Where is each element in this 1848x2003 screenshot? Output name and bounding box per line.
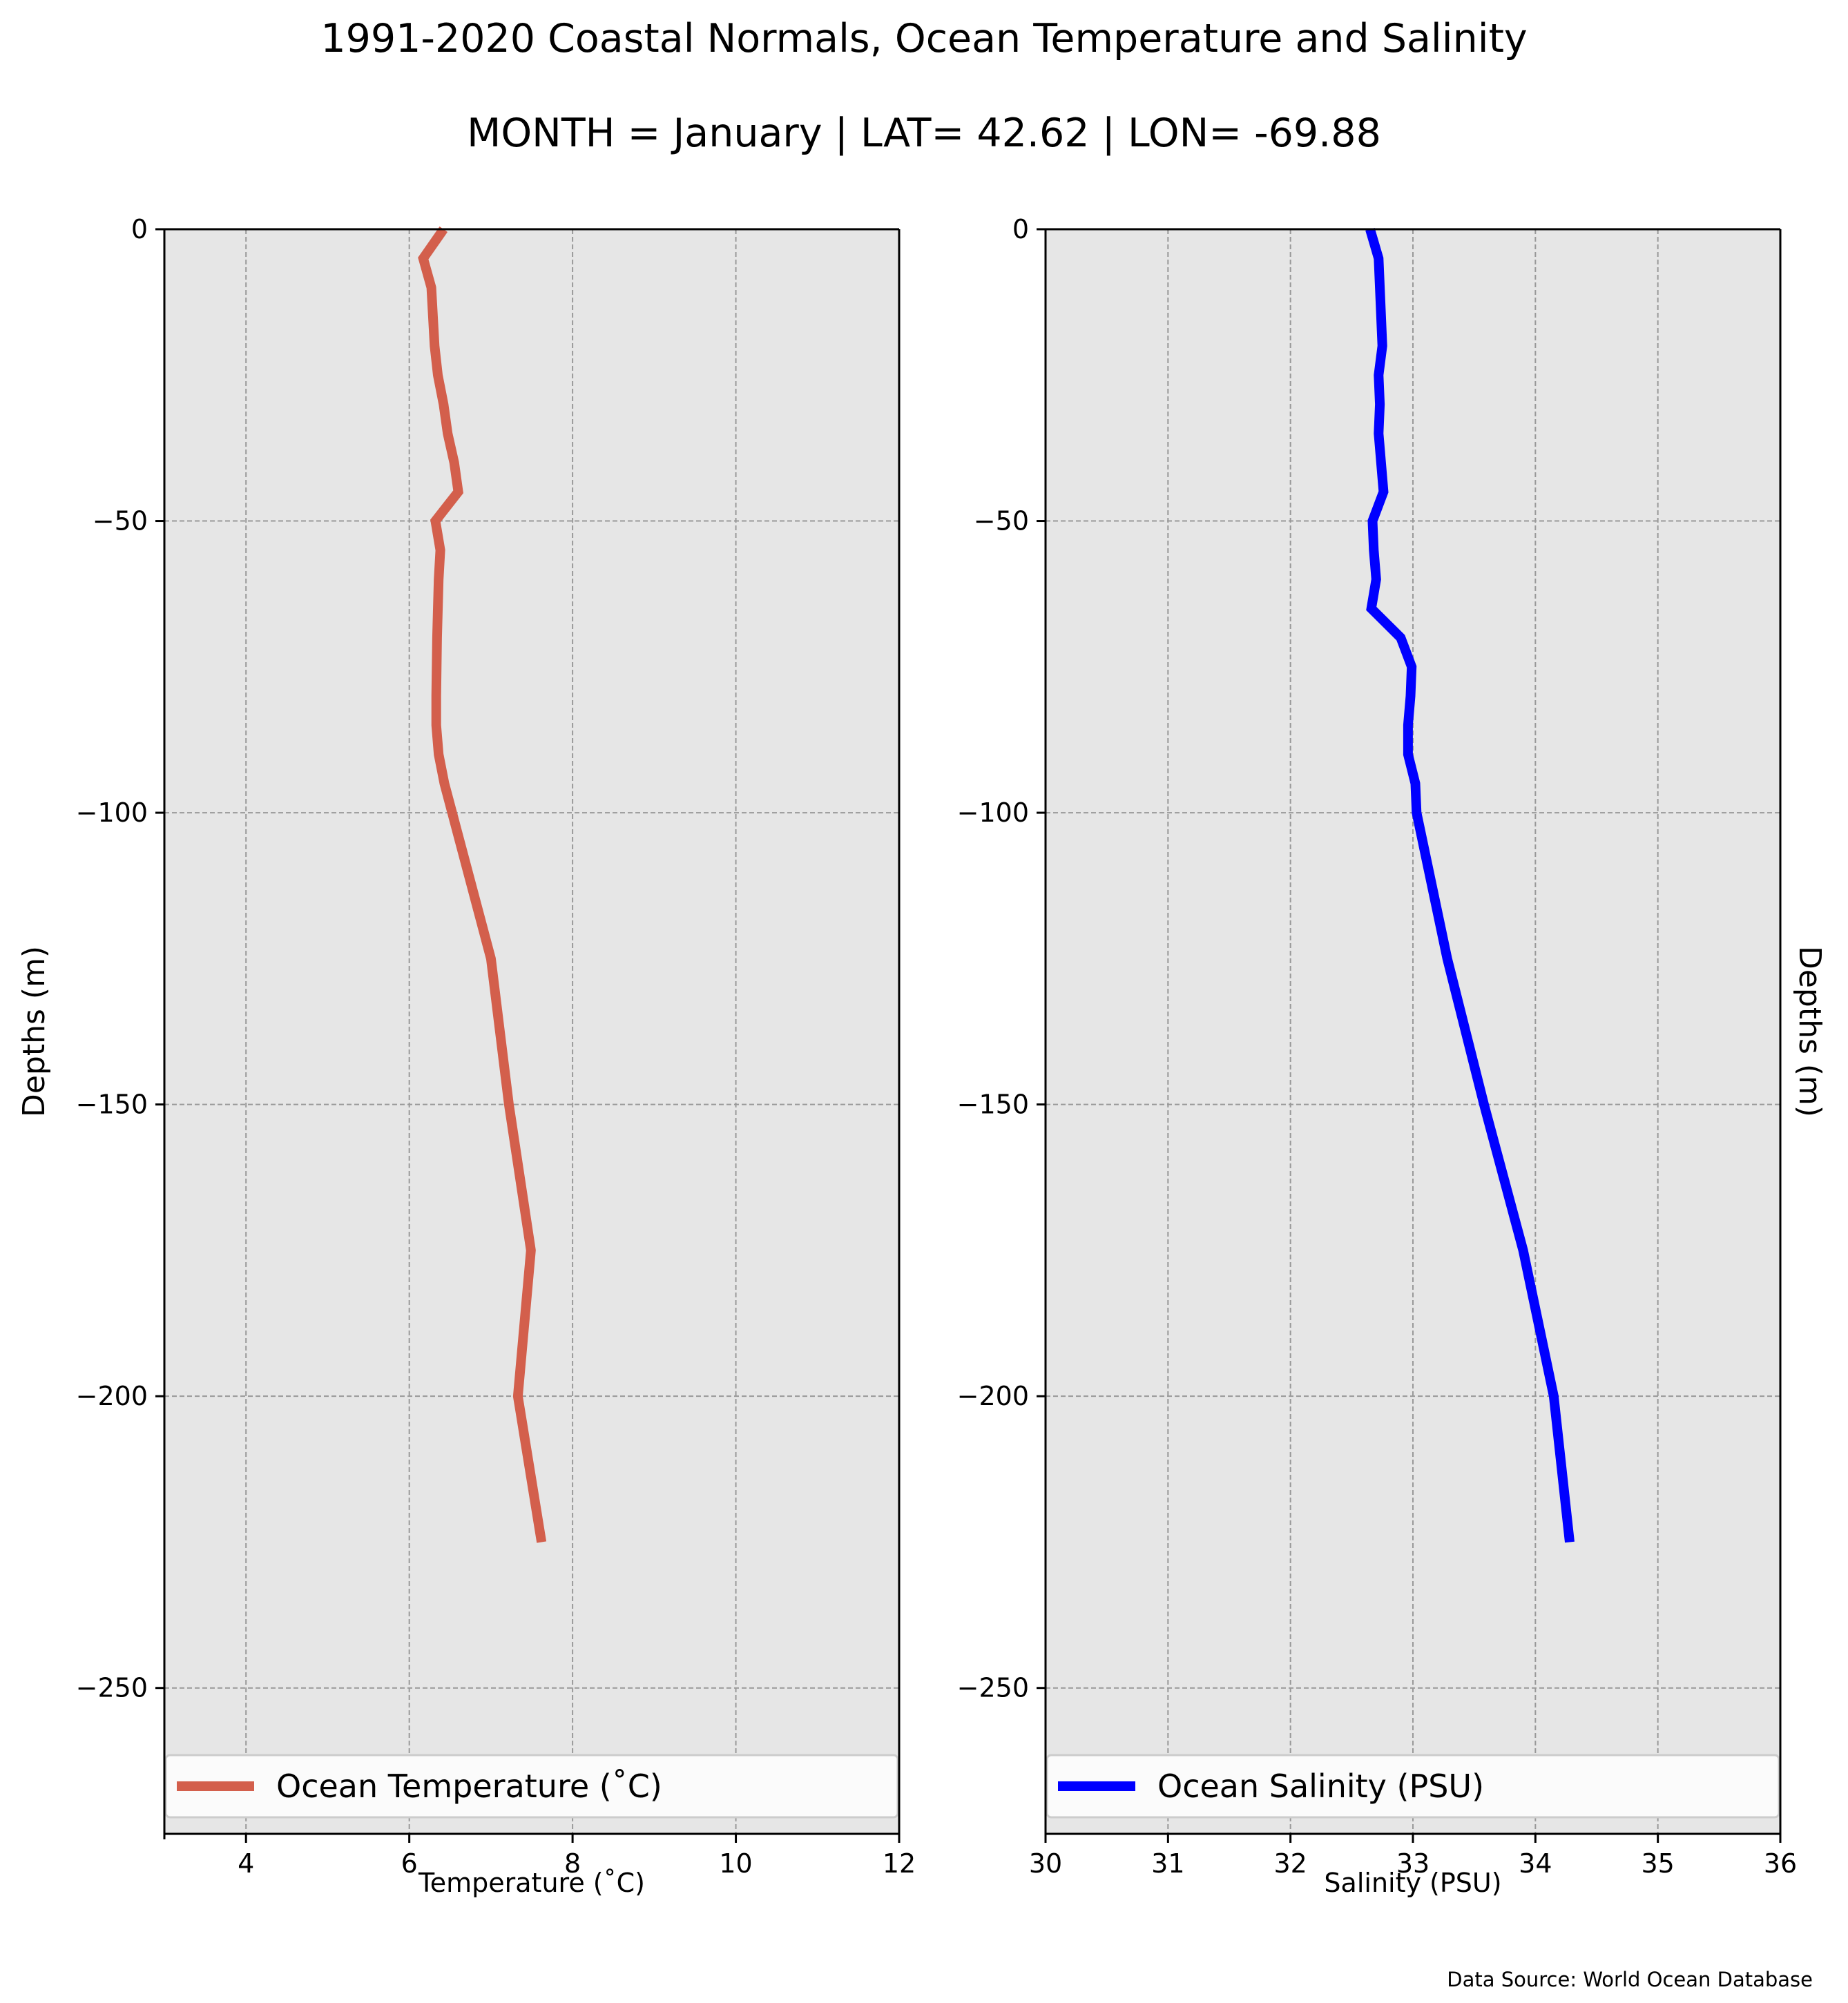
salinity-y-axis-label: Depths (m): [1792, 946, 1827, 1117]
temperature-y-tick-label: −200: [76, 1381, 148, 1411]
temperature-plot-area: [164, 229, 899, 1834]
data-source-note: Data Source: World Ocean Database: [1447, 1968, 1813, 1991]
temperature-y-tick-label: −150: [76, 1090, 148, 1120]
temperature-y-axis-label: Depths (m): [17, 946, 52, 1117]
salinity-legend-label: Ocean Salinity (PSU): [1157, 1768, 1484, 1805]
salinity-legend-box: [1046, 1754, 1780, 1819]
salinity-y-tick-label: 0: [1012, 214, 1029, 244]
salinity-x-tick-label: 32: [1273, 1848, 1307, 1879]
salinity-y-tick-label: −50: [974, 506, 1029, 536]
temperature-x-tick-label: 10: [719, 1848, 752, 1879]
salinity-x-tick-label: 33: [1396, 1848, 1430, 1879]
salinity-x-tick-label: 36: [1764, 1848, 1797, 1879]
salinity-x-tick-label: 35: [1641, 1848, 1674, 1879]
salinity-y-tick-label: −150: [957, 1090, 1029, 1120]
salinity-y-tick-label: −250: [957, 1673, 1029, 1703]
temperature-x-tick-label: 12: [883, 1848, 916, 1879]
salinity-x-tick-label: 34: [1519, 1848, 1552, 1879]
salinity-x-axis-label: Salinity (PSU): [1324, 1868, 1501, 1898]
temperature-profile-line: [418, 226, 547, 1543]
salinity-profile-line: [1365, 228, 1575, 1543]
temperature-y-tick-label: 0: [131, 214, 148, 244]
salinity-y-tick-label: −200: [957, 1381, 1029, 1411]
temperature-y-tick-label: −250: [76, 1673, 148, 1703]
temperature-x-tick-label: 8: [564, 1848, 581, 1879]
temperature-legend: Ocean Temperature (˚C): [164, 1754, 899, 1819]
temperature-panel: Ocean Temperature (˚C) 4 6 8 10 12 0 −50 −100 −15…: [17, 214, 916, 1898]
salinity-y-tick-label: −100: [957, 797, 1029, 828]
salinity-legend: Ocean Salinity (PSU): [1046, 1754, 1780, 1819]
temperature-legend-label: Ocean Temperature (˚C): [276, 1768, 662, 1805]
salinity-x-tick-label: 30: [1029, 1848, 1062, 1879]
figure-subtitle: MONTH = January | LAT= 42.62 | LON= -69.…: [467, 110, 1381, 156]
temperature-x-tick-label: 4: [238, 1848, 254, 1879]
figure-title: 1991-2020 Coastal Normals, Ocean Tempera…: [320, 16, 1527, 61]
temperature-x-tick-label: 6: [401, 1848, 418, 1879]
salinity-x-tick-label: 31: [1151, 1848, 1184, 1879]
salinity-panel: Ocean Salinity (PSU) 30 31 32 33 34 35 36 0 −50 −1…: [957, 214, 1827, 1898]
temperature-x-axis-label: Temperature (˚C): [418, 1868, 645, 1898]
temperature-y-tick-label: −50: [93, 506, 148, 536]
temperature-legend-box: [164, 1754, 899, 1819]
temperature-y-tick-label: −100: [76, 797, 148, 828]
